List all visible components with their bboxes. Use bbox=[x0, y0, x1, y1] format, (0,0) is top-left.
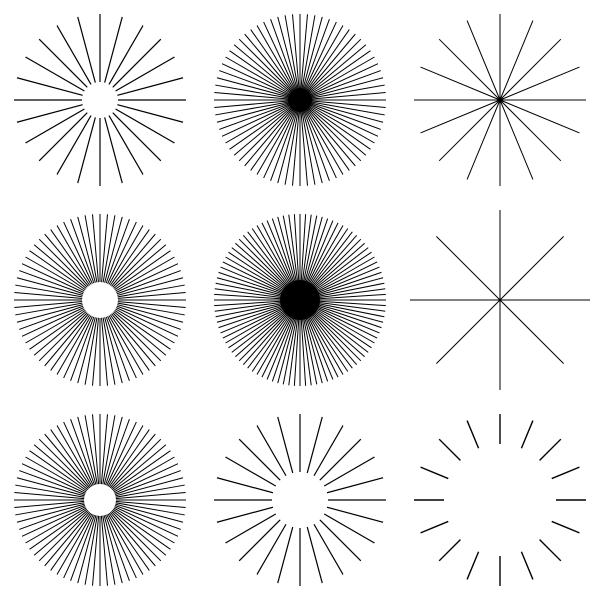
ray bbox=[439, 439, 460, 460]
sunburst-cell bbox=[400, 200, 600, 400]
ray bbox=[26, 109, 85, 143]
ray bbox=[467, 421, 478, 449]
rays-group bbox=[214, 214, 386, 386]
burst-3-icon bbox=[400, 0, 600, 200]
ray bbox=[17, 105, 83, 123]
ray bbox=[436, 300, 500, 364]
rays-group bbox=[214, 414, 386, 586]
rays-group bbox=[214, 14, 386, 186]
burst-6-icon bbox=[400, 200, 600, 400]
ray bbox=[262, 223, 300, 300]
ray bbox=[17, 78, 83, 96]
ray bbox=[439, 540, 460, 561]
sunburst-grid bbox=[0, 0, 600, 600]
burst-5-icon bbox=[200, 200, 400, 400]
ray bbox=[300, 300, 377, 338]
sunburst-cell bbox=[400, 400, 600, 600]
rays-group bbox=[14, 14, 186, 186]
rays-group bbox=[414, 414, 586, 586]
ray bbox=[552, 467, 580, 478]
ray bbox=[117, 78, 183, 96]
ray bbox=[116, 109, 175, 143]
ray bbox=[436, 236, 500, 300]
ray bbox=[223, 262, 300, 300]
ray bbox=[521, 421, 532, 449]
ray bbox=[109, 116, 143, 175]
ray bbox=[439, 39, 500, 100]
sunburst-cell bbox=[0, 0, 200, 200]
ray bbox=[421, 467, 449, 478]
ray bbox=[300, 300, 338, 377]
ray bbox=[500, 100, 561, 161]
ray bbox=[113, 113, 161, 161]
ray bbox=[57, 26, 91, 85]
rays-group bbox=[410, 210, 590, 390]
ray bbox=[39, 39, 87, 87]
ray bbox=[116, 57, 175, 91]
burst-2-icon bbox=[200, 0, 400, 200]
center-hole bbox=[84, 484, 116, 516]
ray bbox=[320, 439, 361, 480]
ray bbox=[57, 116, 91, 175]
ray bbox=[239, 439, 280, 480]
sunburst-cell bbox=[400, 0, 600, 200]
burst-8-icon bbox=[200, 400, 400, 600]
ray bbox=[320, 520, 361, 561]
ray bbox=[113, 39, 161, 87]
ray bbox=[105, 17, 123, 83]
ray bbox=[223, 300, 300, 338]
sunburst-cell bbox=[200, 0, 400, 200]
ray bbox=[500, 236, 564, 300]
ray bbox=[26, 57, 85, 91]
ray bbox=[540, 439, 561, 460]
sunburst-cell bbox=[200, 400, 400, 600]
ray bbox=[117, 105, 183, 123]
ray bbox=[500, 39, 561, 100]
ray bbox=[239, 520, 280, 561]
burst-7-icon bbox=[0, 400, 200, 600]
ray bbox=[300, 262, 377, 300]
ray bbox=[500, 300, 564, 364]
ray bbox=[262, 300, 300, 377]
burst-9-icon bbox=[400, 400, 600, 600]
ray bbox=[521, 552, 532, 580]
ray bbox=[439, 100, 500, 161]
rays-group bbox=[414, 14, 586, 186]
ray bbox=[300, 223, 338, 300]
burst-1-icon bbox=[0, 0, 200, 200]
sunburst-cell bbox=[0, 200, 200, 400]
ray bbox=[540, 540, 561, 561]
sunburst-cell bbox=[200, 200, 400, 400]
center-hole bbox=[82, 282, 118, 318]
ray bbox=[105, 117, 123, 183]
ray bbox=[421, 521, 449, 532]
ray bbox=[467, 552, 478, 580]
ray bbox=[39, 113, 87, 161]
ray bbox=[78, 117, 96, 183]
ray bbox=[78, 17, 96, 83]
sunburst-cell bbox=[0, 400, 200, 600]
burst-4-icon bbox=[0, 200, 200, 400]
ray bbox=[109, 26, 143, 85]
ray bbox=[552, 521, 580, 532]
